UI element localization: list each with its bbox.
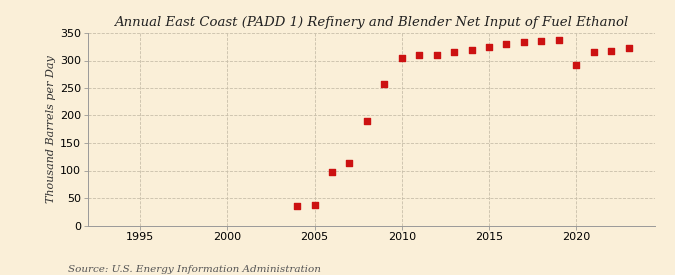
Point	[379, 81, 389, 86]
Point	[396, 56, 407, 60]
Point	[483, 45, 494, 49]
Point	[554, 37, 564, 42]
Title: Annual East Coast (PADD 1) Refinery and Blender Net Input of Fuel Ethanol: Annual East Coast (PADD 1) Refinery and …	[114, 16, 628, 29]
Point	[309, 202, 320, 207]
Y-axis label: Thousand Barrels per Day: Thousand Barrels per Day	[45, 55, 55, 203]
Point	[518, 40, 529, 45]
Text: Source: U.S. Energy Information Administration: Source: U.S. Energy Information Administ…	[68, 265, 321, 274]
Point	[623, 46, 634, 50]
Point	[327, 170, 338, 174]
Point	[605, 48, 616, 53]
Point	[414, 53, 425, 57]
Point	[536, 39, 547, 43]
Point	[292, 204, 302, 208]
Point	[431, 53, 442, 57]
Point	[362, 119, 373, 123]
Point	[344, 161, 355, 166]
Point	[589, 50, 599, 54]
Point	[466, 47, 477, 52]
Point	[449, 50, 460, 54]
Point	[571, 63, 582, 68]
Point	[501, 42, 512, 46]
